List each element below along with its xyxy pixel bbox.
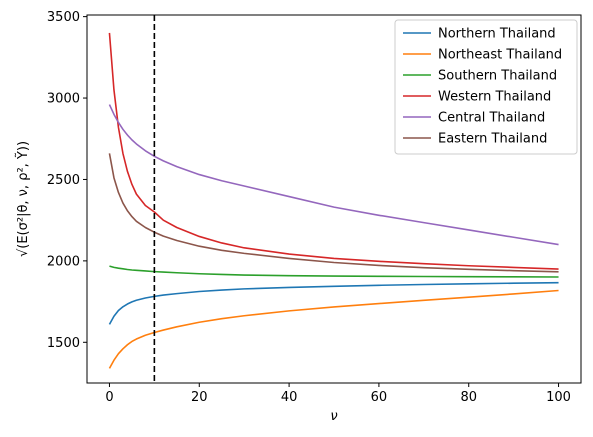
x-tick-label: 40 — [281, 390, 298, 405]
y-axis: 1500 2000 2500 3000 3500 — [47, 10, 87, 351]
series-line-5 — [108, 104, 559, 246]
series-line-6 — [108, 153, 559, 273]
x-tick-label: 20 — [191, 390, 208, 405]
series-line-4 — [108, 32, 559, 270]
y-tick-label: 2000 — [47, 254, 80, 269]
plot-lines — [108, 32, 559, 369]
legend-label: Eastern Thailand — [438, 132, 547, 147]
legend: Northern Thailand Northeast Thailand South… — [394, 19, 578, 155]
series-line-2 — [108, 289, 559, 369]
x-tick-label: 0 — [105, 390, 113, 405]
y-tick-label: 3500 — [47, 10, 80, 25]
legend-label: Central Thailand — [438, 111, 545, 126]
x-axis: 0 20 40 60 80 100 — [105, 383, 571, 405]
legend-label: Northeast Thailand — [438, 48, 562, 63]
y-axis-label: √(E(σ²|θ, ν, ρ², Ỹ)) — [15, 141, 31, 257]
legend-box — [394, 19, 578, 155]
x-tick-label: 60 — [371, 390, 388, 405]
legend-label: Northern Thailand — [438, 27, 556, 42]
series-line-3 — [109, 265, 559, 278]
legend-label: Western Thailand — [438, 90, 551, 105]
x-axis-label: ν — [330, 409, 337, 424]
legend-label: Southern Thailand — [438, 69, 557, 84]
x-tick-label: 100 — [546, 390, 571, 405]
plot-frame — [86, 14, 582, 384]
y-tick-label: 3000 — [47, 92, 80, 107]
y-tick-label: 1500 — [47, 336, 80, 351]
series-line-1 — [108, 281, 559, 325]
y-tick-label: 2500 — [47, 173, 80, 188]
x-tick-label: 80 — [460, 390, 477, 405]
